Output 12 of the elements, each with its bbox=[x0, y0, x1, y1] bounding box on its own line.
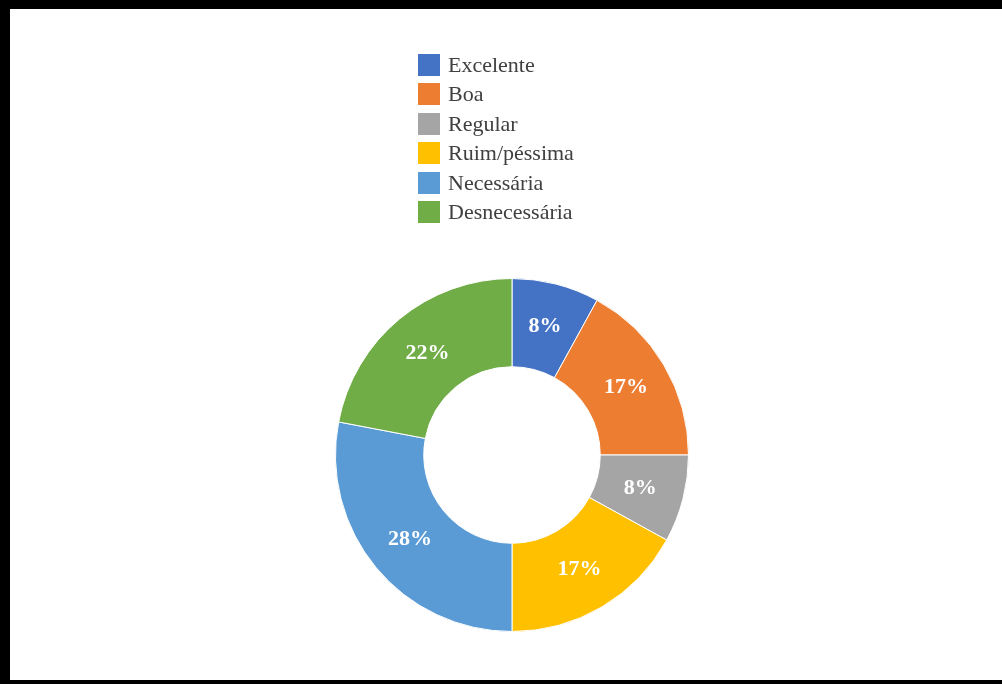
legend-label: Excelente bbox=[448, 51, 535, 78]
data-label: 8% bbox=[623, 473, 657, 499]
data-label: 8% bbox=[528, 312, 562, 338]
legend-label: Ruim/péssima bbox=[448, 140, 574, 167]
legend-label: Desnecessária bbox=[448, 199, 573, 226]
data-label: 28% bbox=[388, 525, 432, 551]
legend-label: Regular bbox=[448, 110, 518, 137]
data-label: 22% bbox=[405, 338, 450, 364]
legend-label: Necessária bbox=[448, 169, 544, 196]
data-label: 17% bbox=[557, 554, 602, 580]
legend-label: Boa bbox=[448, 81, 484, 108]
data-label: 17% bbox=[603, 373, 648, 399]
